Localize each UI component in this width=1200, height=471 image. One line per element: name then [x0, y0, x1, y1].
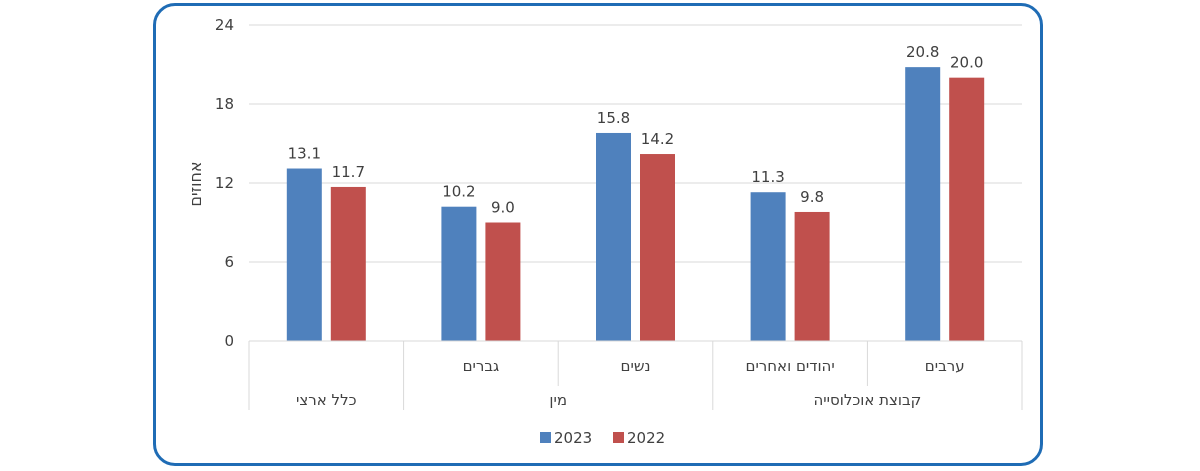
- group-label: כלל ארצי: [296, 391, 357, 409]
- category-label: נשים: [621, 357, 651, 375]
- y-axis-label: אחוזים: [186, 161, 205, 206]
- bar-2022: [485, 222, 521, 341]
- bar-2023: [441, 206, 477, 341]
- data-label: 20.0: [950, 54, 983, 72]
- y-tick-label: 18: [215, 95, 234, 113]
- bars: 20.8 20.0 11.3 9.8 15.8 14.2 10.2 9.0 13.1 11.7: [286, 43, 985, 342]
- data-label: 11.3: [751, 168, 784, 186]
- y-axis: 0 6 12 18 24: [215, 16, 234, 350]
- data-label: 13.1: [288, 145, 321, 163]
- legend: 2023 2022: [540, 429, 665, 447]
- legend-label: 2022: [627, 429, 665, 447]
- category-label: ערבים: [925, 357, 965, 375]
- data-label: 9.8: [800, 188, 824, 206]
- data-label: 10.2: [442, 183, 475, 201]
- data-label: 15.8: [597, 109, 630, 127]
- data-label: 11.7: [332, 163, 365, 181]
- bar-2023: [286, 168, 322, 341]
- y-tick-label: 6: [224, 253, 234, 271]
- bar-2023: [905, 67, 941, 341]
- data-label: 20.8: [906, 43, 939, 61]
- category-label: יהודים ואחרים: [745, 357, 834, 375]
- group-label: קבוצת אוכלוסייה: [813, 391, 921, 409]
- category-label: גברים: [463, 357, 500, 375]
- data-label: 14.2: [641, 130, 674, 148]
- data-label: 9.0: [491, 199, 515, 217]
- y-tick-label: 12: [215, 174, 234, 192]
- bar-2022: [794, 211, 830, 341]
- legend-label: 2023: [554, 429, 592, 447]
- group-label: מין: [549, 391, 567, 409]
- bar-2022: [949, 77, 985, 342]
- x-axis: ערבים יהודים ואחרים נשים גברים קבוצת אוכלוסי…: [248, 340, 1023, 410]
- bar-2023: [596, 132, 631, 341]
- bar-2022: [330, 186, 366, 341]
- y-tick-label: 0: [224, 332, 234, 350]
- legend-swatch-2023: [540, 432, 551, 443]
- bar-2023: [750, 192, 786, 341]
- legend-swatch-2022: [613, 432, 624, 443]
- bar-2022: [640, 154, 675, 341]
- y-tick-label: 24: [215, 16, 234, 34]
